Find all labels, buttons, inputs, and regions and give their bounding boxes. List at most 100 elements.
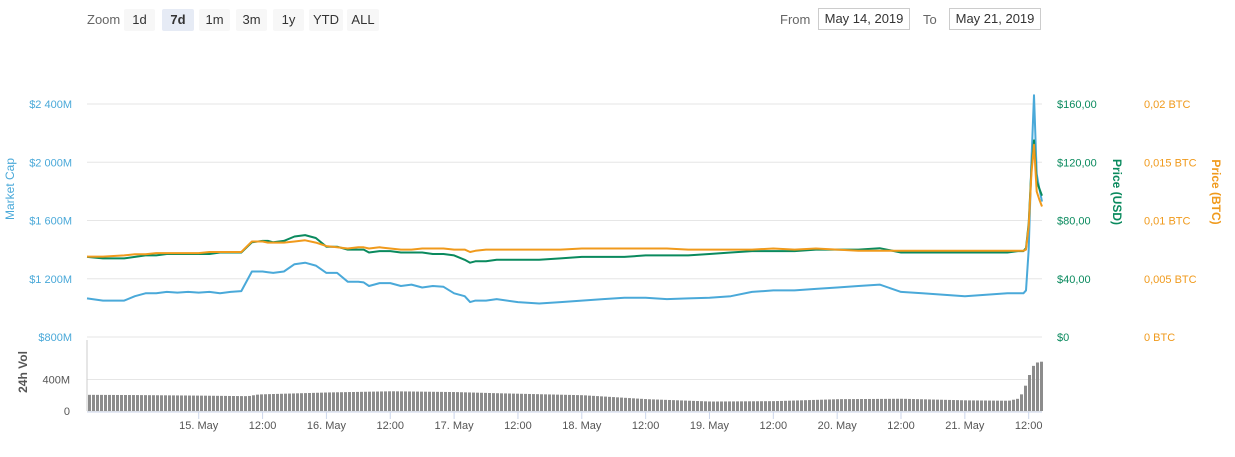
- volume-bar: [876, 398, 879, 411]
- volume-bar: [1024, 385, 1027, 411]
- volume-bar: [588, 395, 591, 411]
- volume-bar: [712, 401, 715, 411]
- price-btc-tick-label: 0,02 BTC: [1144, 99, 1191, 111]
- zoom-1d-button[interactable]: 1d: [124, 9, 155, 31]
- volume-bar: [464, 392, 467, 411]
- volume-bar: [424, 391, 427, 411]
- volume-bar: [208, 395, 211, 411]
- volume-bar: [544, 394, 547, 411]
- volume-bar: [532, 394, 535, 411]
- volume-bar: [456, 392, 459, 411]
- volume-bar: [684, 400, 687, 411]
- volume-bar: [328, 392, 331, 411]
- volume-bar: [264, 394, 267, 411]
- volume-bar: [676, 400, 679, 411]
- volume-bar: [400, 391, 403, 411]
- volume-bar: [520, 393, 523, 411]
- volume-bar: [296, 393, 299, 411]
- volume-bar: [188, 395, 191, 411]
- volume-bar: [124, 395, 127, 411]
- volume-bar: [688, 400, 691, 411]
- volume-bar: [436, 391, 439, 411]
- volume-bar: [864, 399, 867, 411]
- market-cap-tick-label: $2 000M: [29, 157, 72, 169]
- volume-bar: [964, 400, 967, 411]
- volume-bar: [184, 395, 187, 411]
- volume-bar: [1028, 374, 1031, 411]
- price-btc-tick-label: 0,005 BTC: [1144, 274, 1197, 286]
- volume-bar: [516, 393, 519, 411]
- volume-bar: [700, 401, 703, 411]
- volume-bar: [832, 399, 835, 411]
- x-tick-label: 12:00: [249, 420, 277, 432]
- volume-bar: [916, 399, 919, 411]
- volume-bar: [376, 391, 379, 411]
- volume-bar: [268, 394, 271, 411]
- volume-bar: [956, 400, 959, 411]
- volume-bar: [1000, 400, 1003, 411]
- volume-bar: [564, 394, 567, 411]
- volume-bar: [672, 400, 675, 411]
- volume-bar: [848, 399, 851, 411]
- volume-bar: [228, 395, 231, 411]
- volume-bar: [1036, 362, 1039, 411]
- volume-bar: [768, 401, 771, 411]
- volume-bar: [284, 393, 287, 411]
- volume-bar: [332, 392, 335, 411]
- zoom-1y-button[interactable]: 1y: [273, 9, 304, 31]
- volume-bar: [140, 395, 143, 411]
- volume-bar: [480, 392, 483, 411]
- volume-bar: [736, 401, 739, 411]
- volume-bar: [584, 395, 587, 411]
- volume-bar: [472, 392, 475, 411]
- volume-bar: [500, 393, 503, 411]
- market-cap-tick-label: $800M: [38, 332, 72, 344]
- volume-bar: [152, 395, 155, 411]
- volume-bar: [392, 391, 395, 411]
- volume-bar: [696, 401, 699, 411]
- volume-bar: [572, 394, 575, 411]
- x-tick-label: 18. May: [562, 420, 602, 432]
- volume-bar: [680, 400, 683, 411]
- volume-bar: [240, 396, 243, 411]
- volume-bar: [784, 400, 787, 411]
- volume-bar: [824, 399, 827, 411]
- volume-bar: [368, 391, 371, 411]
- volume-bar: [448, 391, 451, 411]
- volume-bar: [960, 400, 963, 411]
- volume-bar: [900, 398, 903, 411]
- volume-bar: [504, 393, 507, 411]
- volume-bar: [280, 393, 283, 411]
- volume-bar: [432, 391, 435, 411]
- volume-bar: [944, 399, 947, 411]
- volume-bar: [840, 399, 843, 411]
- volume-bar: [304, 393, 307, 411]
- volume-bar: [928, 399, 931, 411]
- zoom-7d-button[interactable]: 7d: [162, 9, 194, 31]
- chart-grid: [86, 103, 1042, 413]
- volume-bar: [912, 399, 915, 411]
- volume-bar: [952, 400, 955, 411]
- volume-bar: [656, 399, 659, 411]
- volume-bar: [212, 395, 215, 411]
- from-date-input[interactable]: [818, 8, 910, 30]
- volume-bar: [872, 398, 875, 411]
- volume-bar: [948, 399, 951, 411]
- volume-bar: [1016, 398, 1019, 411]
- volume-bar: [252, 395, 255, 411]
- volume-bar: [120, 394, 123, 411]
- zoom-all-button[interactable]: ALL: [347, 9, 379, 31]
- volume-bar: [812, 399, 815, 411]
- to-date-input[interactable]: [949, 8, 1041, 30]
- volume-bar: [380, 391, 383, 411]
- volume-bar: [728, 401, 731, 411]
- zoom-1m-button[interactable]: 1m: [199, 9, 230, 31]
- volume-bar: [512, 393, 515, 411]
- zoom-3m-button[interactable]: 3m: [236, 9, 267, 31]
- zoom-ytd-button[interactable]: YTD: [309, 9, 343, 31]
- volume-bar: [484, 392, 487, 411]
- price-btc-axis: 0 BTC 0,005 BTC 0,01 BTC 0,015 BTC 0,02 BTC: [1144, 99, 1197, 344]
- volume-bar: [616, 397, 619, 411]
- volume-bar: [932, 399, 935, 411]
